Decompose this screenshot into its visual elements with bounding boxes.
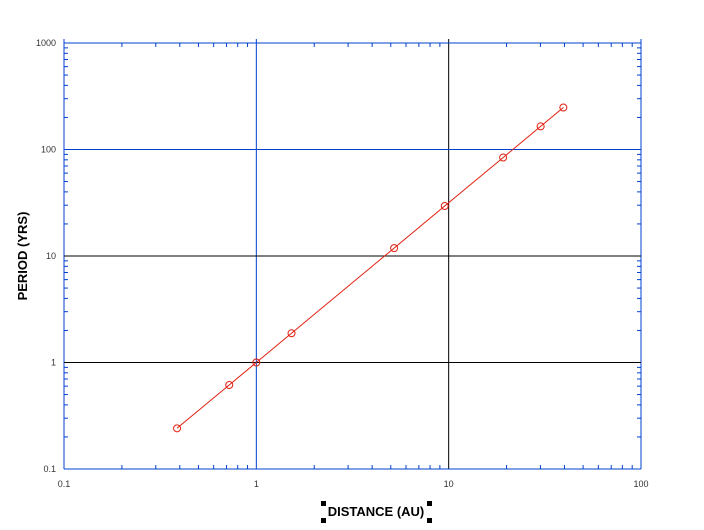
grid	[63, 39, 642, 470]
data-point	[559, 103, 568, 112]
x-tick-label: 0.1	[58, 479, 71, 489]
y-tick-label: 10	[46, 251, 56, 261]
y-axis-label: PERIOD (YRS)	[15, 212, 30, 301]
data-point	[287, 329, 296, 338]
x-axis-label-selection-handles[interactable]	[321, 501, 432, 523]
y-tick-label: 0.1	[43, 464, 56, 474]
data-point	[173, 424, 182, 433]
data-point	[440, 202, 449, 211]
data-point	[536, 122, 545, 131]
y-tick-label: 1000	[36, 38, 56, 48]
data-point	[390, 244, 399, 253]
series-line	[176, 107, 564, 429]
x-tick-label: 100	[633, 479, 648, 489]
ticks: 0.1 1 10 100 0.1 1 10 100 1000	[36, 38, 649, 489]
series	[173, 103, 568, 433]
y-tick-label: 100	[41, 145, 56, 155]
x-tick-label: 1	[254, 479, 259, 489]
x-tick-label: 10	[444, 479, 454, 489]
data-point	[499, 153, 508, 162]
data-point	[225, 380, 234, 389]
x-axis-label[interactable]: DISTANCE (AU)	[328, 504, 425, 519]
y-tick-label: 1	[51, 358, 56, 368]
data-point	[252, 358, 261, 367]
